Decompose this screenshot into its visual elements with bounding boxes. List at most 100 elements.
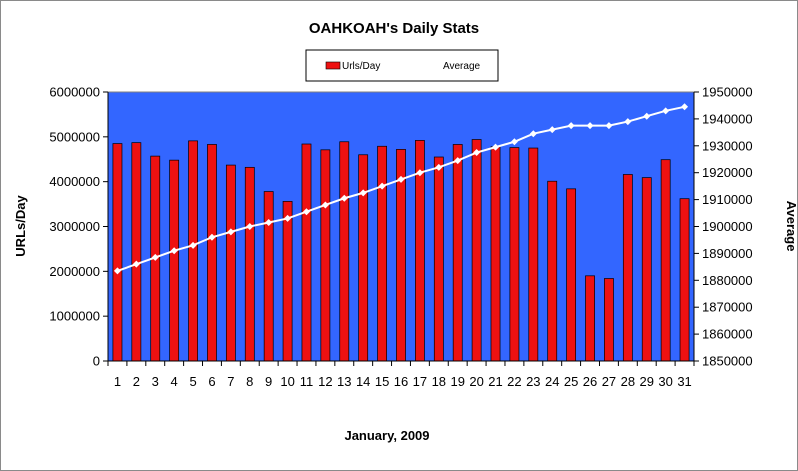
legend: Urls/Day Average [305,49,499,82]
bar [301,143,312,362]
x-tick-label: 11 [300,374,314,389]
bar [490,146,501,362]
legend-label-urls-per-day: Urls/Day [342,61,380,72]
average-point [302,208,310,216]
bar [225,164,236,362]
bar [169,159,180,362]
y2-tick-label: 1940000 [702,111,753,126]
average-point [416,169,424,177]
y2-axis-title: Average [784,201,798,252]
x-tick-label: 19 [450,374,464,389]
average-point [435,163,443,171]
x-tick-label: 10 [280,374,294,389]
average-point [170,247,178,255]
x-tick-label: 20 [469,374,483,389]
x-tick-label: 4 [171,374,178,389]
bar [547,180,558,362]
x-tick-label: 21 [488,374,502,389]
average-point [113,267,121,275]
x-tick-label: 13 [337,374,351,389]
x-tick-label: 28 [621,374,635,389]
legend-label-average: Average [443,61,481,72]
x-tick-label: 9 [265,374,272,389]
x-tick-label: 23 [526,374,540,389]
average-point [548,126,556,134]
average-point [492,143,500,151]
average-point [397,175,405,183]
y2-tick-label: 1860000 [702,327,753,342]
x-tick-label: 27 [602,374,616,389]
y2-tick-label: 1890000 [702,246,753,261]
bar [433,156,444,362]
average-point [510,138,518,146]
x-axis-title: January, 2009 [344,428,429,443]
bar [622,174,633,362]
x-tick-label: 18 [432,374,446,389]
x-tick-label: 7 [227,374,234,389]
bar [320,149,331,362]
bar [188,140,198,362]
y2-tick-label: 1880000 [702,273,753,288]
x-tick-label: 8 [246,374,253,389]
bar [339,141,350,362]
x-tick-label: 17 [413,374,427,389]
average-point [586,122,594,130]
y-tick-label: 3000000 [49,219,100,234]
y-tick-label: 1000000 [49,309,100,324]
y2-tick-label: 1910000 [702,192,753,207]
average-point [454,157,462,165]
y-tick-label: 2000000 [49,264,100,279]
bar [585,275,595,362]
x-tick-label: 26 [583,374,597,389]
bar [660,159,671,362]
x-tick-label: 22 [507,374,521,389]
bar [641,177,652,362]
bar [282,201,293,362]
bar [509,147,520,362]
average-point [359,189,367,197]
bar [131,142,142,362]
bar [377,145,387,362]
bar [528,147,539,362]
average-point [227,228,235,236]
bar [471,139,482,362]
y2-tick-label: 1900000 [702,219,753,234]
average-point [681,103,689,111]
bar [263,191,274,362]
x-tick-label: 14 [356,374,370,389]
bar [244,166,255,362]
average-point [151,253,159,261]
legend-swatch-average-marker [416,62,424,69]
average-point [208,233,216,241]
y-tick-label: 0 [93,354,100,369]
average-point [473,149,481,157]
y-axis-title: URLs/Day [13,195,28,257]
average-point [624,118,632,126]
average-point [132,260,140,268]
chart-title: OAHKOAH's Daily Stats [309,20,479,37]
y-tick-label: 6000000 [49,85,100,100]
average-point [321,201,329,209]
x-tick-label: 6 [208,374,215,389]
average-point [529,130,537,138]
y2-tick-label: 1870000 [702,300,753,315]
x-tick-label: 5 [189,374,196,389]
average-point [265,218,273,226]
bar [452,144,463,362]
x-axis: 1 2 3 4 5 6 7 8 9 10 11 12 13 14 15 16 17 18 19 20 21 22 23 24 2… [107,360,695,389]
x-tick-label: 12 [318,374,332,389]
average-point [189,241,197,249]
bar [112,143,123,362]
bar [679,198,690,362]
y2-tick-label: 1950000 [702,85,753,100]
average-point [567,122,575,130]
x-tick-label: 31 [677,374,691,389]
bar [358,154,369,362]
average-point [662,107,670,115]
y-axis-left: 0 1000000 2000000 3000000 4000000 5000000 6000… [49,85,109,369]
y-tick-label: 4000000 [49,174,100,189]
x-tick-label: 2 [133,374,140,389]
average-point [378,182,386,190]
y2-tick-label: 1920000 [702,165,753,180]
x-tick-label: 29 [640,374,654,389]
